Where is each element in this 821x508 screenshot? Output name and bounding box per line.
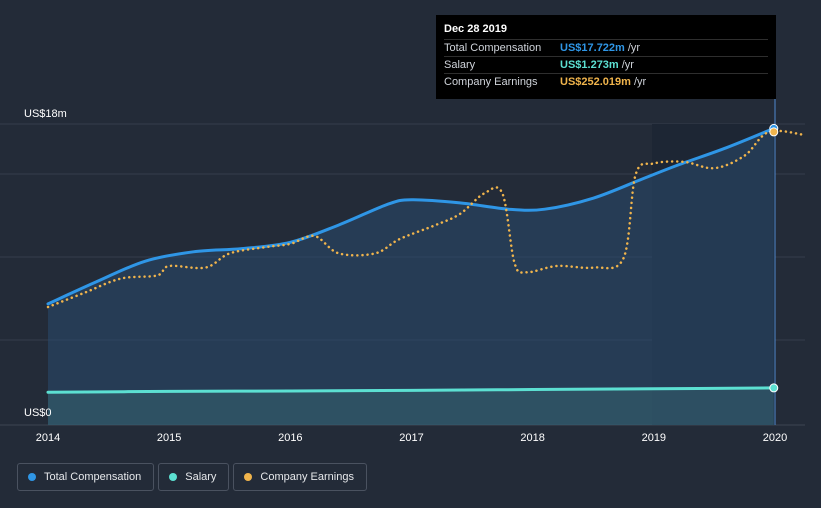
tooltip-row-salary: Salary US$1.273m /yr [444,56,768,73]
x-tick-label: 2015 [157,432,181,444]
tooltip-label: Salary [444,59,476,71]
series-lines [46,126,807,394]
x-tick-label: 2020 [763,432,787,444]
tooltip: Dec 28 2019 Total Compensation US$17.722… [436,15,776,99]
legend-item-total-compensation[interactable]: Total Compensation [17,463,155,491]
company-earnings-marker [769,127,779,137]
x-tick-label: 2018 [520,432,544,444]
y-tick-label: US$18m [24,108,67,120]
tooltip-row-total: Total Compensation US$17.722m /yr [444,39,768,56]
x-tick-label: 2017 [399,432,423,444]
salary-line [46,386,776,394]
series-markers [769,123,779,393]
x-axis-ticks: 2014 2015 2016 2017 2018 2019 2020 [36,432,787,444]
x-tick-label: 2016 [278,432,302,444]
tooltip-label: Company Earnings [444,76,538,88]
legend: Total Compensation Salary Company Earnin… [17,463,371,491]
salary-area [48,387,774,425]
x-tick-label: 2019 [642,432,666,444]
series-areas [48,128,774,425]
total-compensation-line [46,126,776,306]
tooltip-value: US$252.019m [560,76,631,88]
legend-label: Salary [185,471,217,483]
tooltip-label: Total Compensation [444,42,542,54]
legend-label: Total Compensation [44,471,142,483]
legend-dot-icon [244,473,253,481]
tooltip-unit: /yr [627,42,641,54]
tooltip-date: Dec 28 2019 [444,23,507,35]
total-compensation-area [48,128,774,425]
tooltip-value: US$17.722m [560,42,625,54]
y-tick-label: US$0 [24,407,52,419]
company-earnings-line [46,129,807,309]
legend-dot-icon [169,473,178,481]
tooltip-unit: /yr [633,76,647,88]
tooltip-unit: /yr [621,59,634,71]
legend-item-salary[interactable]: Salary [158,463,230,491]
legend-label: Company Earnings [260,471,354,483]
legend-item-company-earnings[interactable]: Company Earnings [233,463,367,491]
y-axis-ticks: US$0 US$18m [24,108,67,419]
tooltip-row-earnings: Company Earnings US$252.019m /yr [444,73,768,90]
compensation-chart: 2014 2015 2016 2017 2018 2019 2020 US$0 US$18m [0,99,807,444]
salary-marker [769,383,779,393]
tooltip-value: US$1.273m [560,59,619,71]
legend-dot-icon [28,473,36,481]
x-tick-label: 2014 [36,432,60,444]
